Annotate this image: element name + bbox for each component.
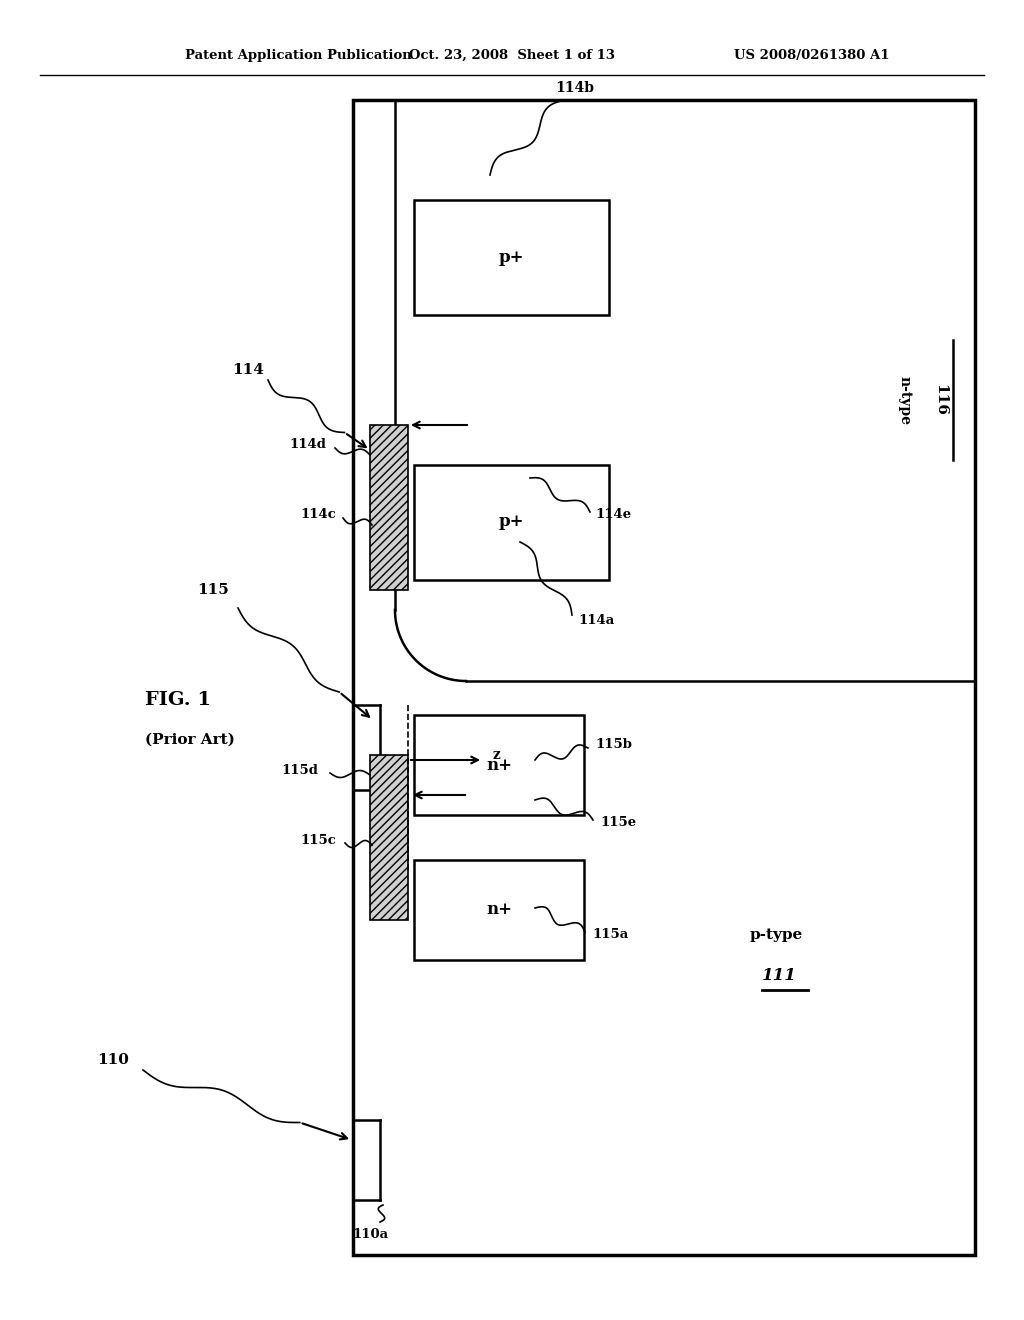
Text: 115e: 115e (600, 816, 636, 829)
Text: (Prior Art): (Prior Art) (145, 733, 234, 747)
Text: 110a: 110a (352, 1229, 388, 1242)
Bar (414, 465, 609, 579)
Text: 114a: 114a (578, 614, 614, 627)
Text: 114e: 114e (595, 508, 631, 521)
Text: Patent Application Publication: Patent Application Publication (185, 49, 412, 62)
Text: p-type: p-type (750, 928, 803, 942)
Text: 116: 116 (933, 384, 947, 416)
Text: 110: 110 (97, 1053, 129, 1067)
Bar (414, 861, 584, 960)
Text: n-type: n-type (898, 375, 912, 425)
Bar (353, 100, 975, 1255)
Text: US 2008/0261380 A1: US 2008/0261380 A1 (734, 49, 890, 62)
Text: 114: 114 (232, 363, 264, 378)
Text: n+: n+ (486, 902, 512, 919)
Text: 114c: 114c (300, 508, 336, 521)
Bar (370, 755, 408, 920)
Bar (414, 715, 584, 814)
Text: 115b: 115b (595, 738, 632, 751)
Bar (414, 201, 609, 315)
Text: Oct. 23, 2008  Sheet 1 of 13: Oct. 23, 2008 Sheet 1 of 13 (409, 49, 615, 62)
Text: 115a: 115a (592, 928, 629, 941)
Text: 115c: 115c (300, 833, 336, 846)
Text: 111: 111 (762, 966, 797, 983)
Text: 115: 115 (198, 583, 229, 597)
Text: 115d: 115d (282, 763, 318, 776)
Text: z: z (493, 748, 501, 762)
Text: 114b: 114b (555, 81, 595, 95)
Text: p+: p+ (499, 513, 523, 531)
Text: p+: p+ (499, 248, 523, 265)
Bar (370, 425, 408, 590)
Text: n+: n+ (486, 756, 512, 774)
Text: 114d: 114d (290, 438, 327, 451)
Text: FIG. 1: FIG. 1 (145, 690, 211, 709)
